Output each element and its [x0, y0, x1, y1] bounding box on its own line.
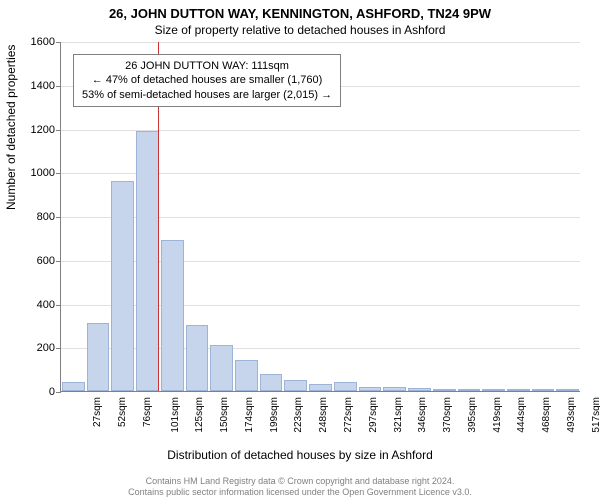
- y-tick-label: 1000: [21, 167, 55, 179]
- annotation-line: ← 47% of detached houses are smaller (1,…: [82, 73, 332, 87]
- histogram-bar: [359, 387, 382, 391]
- x-tick-label: 150sqm: [219, 397, 230, 433]
- histogram-bar: [507, 389, 530, 391]
- x-tick-label: 419sqm: [491, 397, 502, 433]
- annotation-line: 26 JOHN DUTTON WAY: 111sqm: [82, 59, 332, 73]
- histogram-bar: [556, 389, 579, 391]
- histogram-bar: [210, 345, 233, 391]
- x-tick-label: 272sqm: [343, 397, 354, 433]
- x-tick-label: 370sqm: [442, 397, 453, 433]
- y-tick-label: 0: [21, 386, 55, 398]
- x-tick-label: 125sqm: [194, 397, 205, 433]
- y-axis-label: Number of detached properties: [4, 45, 18, 210]
- x-tick-label: 517sqm: [590, 397, 600, 433]
- x-tick-label: 444sqm: [516, 397, 527, 433]
- x-tick-label: 395sqm: [467, 397, 478, 433]
- histogram-bar: [161, 240, 184, 391]
- histogram-bar: [408, 388, 431, 391]
- x-axis-label: Distribution of detached houses by size …: [0, 448, 600, 462]
- x-tick-label: 346sqm: [417, 397, 428, 433]
- annotation-line: 53% of semi-detached houses are larger (…: [82, 88, 332, 102]
- y-tick-label: 1400: [21, 80, 55, 92]
- footer-line-2: Contains public sector information licen…: [0, 487, 600, 498]
- y-tick-label: 200: [21, 342, 55, 354]
- y-tick-label: 1600: [21, 36, 55, 48]
- chart-title-sub: Size of property relative to detached ho…: [0, 21, 600, 41]
- histogram-bar: [62, 382, 85, 391]
- y-tick-label: 1200: [21, 124, 55, 136]
- y-tick-label: 800: [21, 211, 55, 223]
- histogram-bar: [186, 325, 209, 391]
- chart-plot-area: 0200400600800100012001400160027sqm52sqm7…: [60, 42, 580, 392]
- annotation-box: 26 JOHN DUTTON WAY: 111sqm← 47% of detac…: [73, 54, 341, 107]
- footer-line-1: Contains HM Land Registry data © Crown c…: [0, 476, 600, 487]
- x-tick-label: 223sqm: [293, 397, 304, 433]
- y-tick-label: 400: [21, 299, 55, 311]
- histogram-bar: [284, 380, 307, 391]
- histogram-bar: [383, 387, 406, 391]
- histogram-bar: [260, 374, 283, 392]
- chart-title-main: 26, JOHN DUTTON WAY, KENNINGTON, ASHFORD…: [0, 0, 600, 21]
- histogram-bar: [334, 382, 357, 391]
- x-tick-label: 297sqm: [368, 397, 379, 433]
- histogram-bar: [136, 131, 159, 391]
- histogram-bar: [458, 389, 481, 391]
- chart-footer: Contains HM Land Registry data © Crown c…: [0, 476, 600, 499]
- x-tick-label: 52sqm: [117, 397, 128, 427]
- x-tick-label: 199sqm: [268, 397, 279, 433]
- histogram-bar: [111, 181, 134, 391]
- x-tick-label: 174sqm: [244, 397, 255, 433]
- histogram-bar: [532, 389, 555, 391]
- histogram-bar: [235, 360, 258, 391]
- x-tick-label: 468sqm: [541, 397, 552, 433]
- x-tick-label: 493sqm: [566, 397, 577, 433]
- histogram-bar: [309, 384, 332, 391]
- histogram-bar: [433, 389, 456, 391]
- histogram-bar: [87, 323, 110, 391]
- y-tick-label: 600: [21, 255, 55, 267]
- x-tick-label: 248sqm: [318, 397, 329, 433]
- x-tick-label: 27sqm: [92, 397, 103, 427]
- x-tick-label: 76sqm: [142, 397, 153, 427]
- x-tick-label: 101sqm: [169, 397, 180, 433]
- x-tick-label: 321sqm: [392, 397, 403, 433]
- histogram-bar: [482, 389, 505, 391]
